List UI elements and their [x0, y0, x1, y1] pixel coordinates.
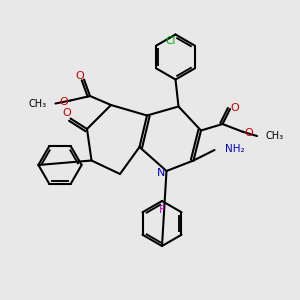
Text: O: O: [244, 128, 253, 138]
Text: CH₃: CH₃: [266, 131, 284, 141]
Text: O: O: [62, 108, 71, 118]
Text: O: O: [230, 103, 239, 112]
Text: O: O: [75, 71, 84, 81]
Text: O: O: [59, 97, 68, 107]
Text: NH₂: NH₂: [225, 143, 244, 154]
Text: F: F: [159, 205, 165, 215]
Text: CH₃: CH₃: [28, 99, 46, 109]
Text: Cl: Cl: [166, 36, 176, 46]
Text: N: N: [157, 167, 165, 178]
